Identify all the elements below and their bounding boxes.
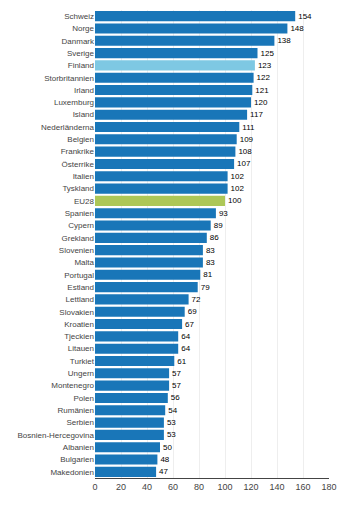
svg-text:Portugal: Portugal xyxy=(64,271,94,280)
svg-text:Island: Island xyxy=(73,110,94,119)
svg-text:Litauen: Litauen xyxy=(68,344,94,353)
svg-text:Estland: Estland xyxy=(67,283,94,292)
svg-text:180: 180 xyxy=(321,482,336,492)
svg-text:53: 53 xyxy=(167,418,176,427)
svg-text:108: 108 xyxy=(238,147,252,156)
svg-text:0: 0 xyxy=(92,482,97,492)
svg-text:Serbien: Serbien xyxy=(66,418,94,427)
svg-text:54: 54 xyxy=(168,406,177,415)
svg-text:61: 61 xyxy=(177,357,186,366)
svg-text:140: 140 xyxy=(269,482,284,492)
svg-text:154: 154 xyxy=(298,12,312,21)
svg-text:Nederländerna: Nederländerna xyxy=(41,123,94,132)
svg-text:Italien: Italien xyxy=(73,172,94,181)
svg-text:89: 89 xyxy=(214,221,223,230)
svg-text:Tjeckien: Tjeckien xyxy=(64,332,94,341)
svg-text:93: 93 xyxy=(219,209,228,218)
svg-text:122: 122 xyxy=(257,73,271,82)
svg-text:107: 107 xyxy=(237,159,251,168)
svg-text:125: 125 xyxy=(261,49,275,58)
svg-text:20: 20 xyxy=(116,482,126,492)
svg-text:40: 40 xyxy=(142,482,152,492)
svg-text:79: 79 xyxy=(201,283,210,292)
svg-text:64: 64 xyxy=(181,332,190,341)
svg-text:Bulgarien: Bulgarien xyxy=(60,455,94,464)
svg-text:138: 138 xyxy=(277,36,291,45)
svg-text:Belgien: Belgien xyxy=(67,135,94,144)
svg-text:102: 102 xyxy=(231,172,245,181)
svg-text:56: 56 xyxy=(171,393,180,402)
svg-text:Danmark: Danmark xyxy=(62,37,95,46)
svg-text:80: 80 xyxy=(194,482,204,492)
svg-text:Finland: Finland xyxy=(68,61,94,70)
svg-text:57: 57 xyxy=(172,381,181,390)
svg-text:121: 121 xyxy=(255,86,269,95)
svg-text:Polen: Polen xyxy=(74,394,94,403)
svg-text:Lettland: Lettland xyxy=(66,295,94,304)
svg-text:120: 120 xyxy=(254,98,268,107)
svg-text:Cypern: Cypern xyxy=(68,221,94,230)
svg-text:57: 57 xyxy=(172,369,181,378)
svg-text:111: 111 xyxy=(242,123,255,132)
svg-text:EU28: EU28 xyxy=(74,197,95,206)
svg-text:Bosnien-Hercegovina: Bosnien-Hercegovina xyxy=(18,431,95,440)
svg-text:Irland: Irland xyxy=(74,86,94,95)
svg-text:Österrike: Österrike xyxy=(62,160,95,169)
svg-text:Kroatien: Kroatien xyxy=(64,320,94,329)
svg-text:148: 148 xyxy=(290,24,304,33)
svg-text:83: 83 xyxy=(206,258,215,267)
svg-text:Storbritannien: Storbritannien xyxy=(44,74,94,83)
svg-text:50: 50 xyxy=(163,443,172,452)
svg-text:Norge: Norge xyxy=(72,24,94,33)
svg-text:160: 160 xyxy=(295,482,310,492)
svg-text:67: 67 xyxy=(185,320,194,329)
svg-text:109: 109 xyxy=(240,135,254,144)
svg-text:Grekland: Grekland xyxy=(62,234,94,243)
svg-text:100: 100 xyxy=(217,482,232,492)
svg-text:117: 117 xyxy=(250,110,263,119)
svg-text:72: 72 xyxy=(192,295,201,304)
svg-text:120: 120 xyxy=(243,482,258,492)
svg-text:123: 123 xyxy=(258,61,272,70)
svg-text:Tyskland: Tyskland xyxy=(62,184,94,193)
svg-text:Frankrike: Frankrike xyxy=(61,147,95,156)
svg-text:100: 100 xyxy=(228,196,242,205)
svg-text:Sverige: Sverige xyxy=(67,49,95,58)
svg-text:Turkiet: Turkiet xyxy=(70,357,95,366)
svg-text:48: 48 xyxy=(160,455,169,464)
svg-text:69: 69 xyxy=(188,307,197,316)
svg-text:Luxemburg: Luxemburg xyxy=(54,98,94,107)
svg-text:Rumänien: Rumänien xyxy=(58,406,94,415)
svg-text:Albanien: Albanien xyxy=(63,443,94,452)
svg-text:Slovenien: Slovenien xyxy=(59,246,94,255)
svg-text:Malta: Malta xyxy=(74,258,94,267)
svg-text:Spanien: Spanien xyxy=(65,209,94,218)
svg-text:53: 53 xyxy=(167,430,176,439)
svg-text:102: 102 xyxy=(231,184,245,193)
svg-text:47: 47 xyxy=(159,467,168,476)
svg-text:81: 81 xyxy=(203,270,212,279)
svg-text:83: 83 xyxy=(206,246,215,255)
svg-text:60: 60 xyxy=(168,482,178,492)
svg-text:Slovakien: Slovakien xyxy=(59,308,94,317)
svg-text:Makedonien: Makedonien xyxy=(50,468,94,477)
svg-text:Montenegro: Montenegro xyxy=(51,381,94,390)
svg-text:Ungern: Ungern xyxy=(68,369,94,378)
svg-text:86: 86 xyxy=(210,233,219,242)
svg-text:64: 64 xyxy=(181,344,190,353)
svg-text:Schweiz: Schweiz xyxy=(64,12,94,21)
